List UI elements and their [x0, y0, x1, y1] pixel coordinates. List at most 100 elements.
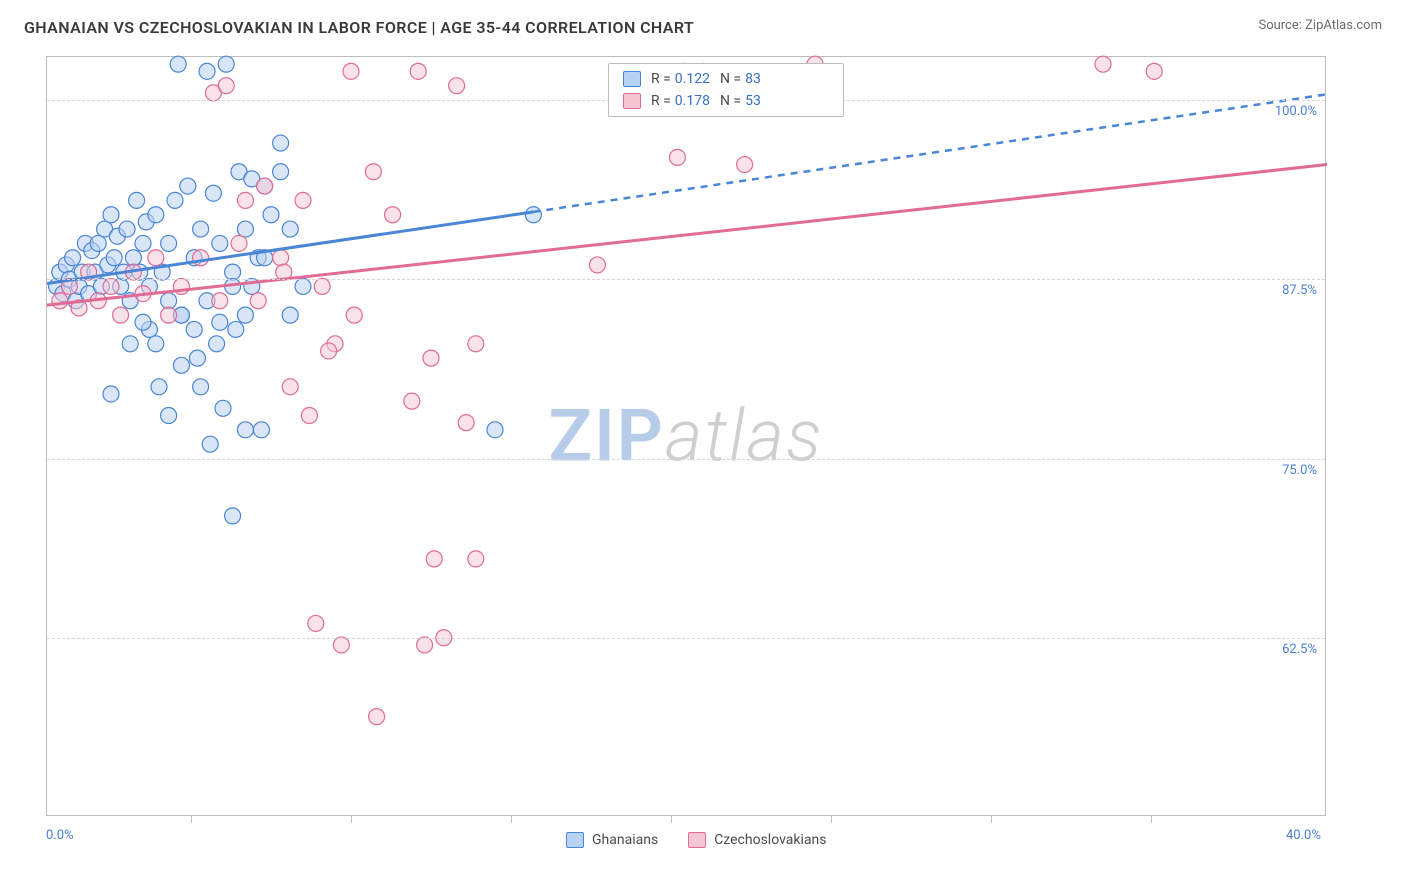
scatter-point	[737, 157, 753, 173]
scatter-point	[231, 235, 247, 251]
scatter-point	[282, 221, 298, 237]
y-tick-label: 100.0%	[1275, 104, 1317, 119]
scatter-point	[167, 192, 183, 208]
scatter-point	[343, 63, 359, 79]
scatter-point	[161, 293, 177, 309]
scatter-point	[237, 221, 253, 237]
scatter-point	[189, 350, 205, 366]
y-tick-label: 87.5%	[1282, 283, 1317, 298]
scatter-point	[173, 357, 189, 373]
scatter-point	[212, 293, 228, 309]
legend-series-item: Czechoslovakians	[688, 832, 826, 848]
y-tick-label: 75.0%	[1282, 463, 1317, 478]
legend-swatch	[623, 71, 641, 87]
scatter-point	[237, 307, 253, 323]
scatter-point	[282, 307, 298, 323]
scatter-point	[218, 56, 234, 72]
scatter-point	[365, 164, 381, 180]
scatter-point	[113, 307, 129, 323]
x-tick	[831, 815, 832, 823]
scatter-point	[257, 178, 273, 194]
x-tick-label: 40.0%	[1286, 828, 1321, 843]
scatter-point	[314, 278, 330, 294]
scatter-point	[228, 321, 244, 337]
scatter-point	[295, 278, 311, 294]
scatter-point	[333, 637, 349, 653]
legend-row: R =0.178N =53	[609, 90, 843, 112]
gridline	[47, 459, 1325, 460]
scatter-point	[103, 207, 119, 223]
scatter-point	[161, 235, 177, 251]
scatter-point	[148, 250, 164, 266]
scatter-point	[215, 400, 231, 416]
legend-series-label: Ghanaians	[592, 832, 658, 848]
scatter-point	[426, 551, 442, 567]
gridline	[47, 638, 1325, 639]
scatter-point	[423, 350, 439, 366]
scatter-point	[148, 207, 164, 223]
scatter-point	[161, 407, 177, 423]
scatter-point	[1095, 56, 1111, 72]
scatter-point	[410, 63, 426, 79]
legend-swatch	[566, 832, 584, 848]
x-tick-label: 0.0%	[46, 828, 74, 843]
scatter-point	[161, 307, 177, 323]
scatter-point	[250, 293, 266, 309]
scatter-point	[321, 343, 337, 359]
scatter-point	[487, 422, 503, 438]
scatter-point	[404, 393, 420, 409]
scatter-point	[225, 508, 241, 524]
scatter-point	[468, 551, 484, 567]
scatter-point	[417, 637, 433, 653]
gridline	[47, 279, 1325, 280]
scatter-point	[273, 250, 289, 266]
scatter-point	[106, 250, 122, 266]
scatter-point	[301, 407, 317, 423]
scatter-point	[589, 257, 605, 273]
scatter-point	[449, 78, 465, 94]
scatter-point	[193, 379, 209, 395]
scatter-point	[129, 192, 145, 208]
scatter-point	[103, 278, 119, 294]
x-tick	[351, 815, 352, 823]
scatter-point	[148, 336, 164, 352]
scatter-point	[225, 264, 241, 280]
x-tick	[511, 815, 512, 823]
scatter-point	[385, 207, 401, 223]
x-tick	[671, 815, 672, 823]
legend-stats: R =0.178N =53	[651, 93, 761, 109]
scatter-point	[122, 336, 138, 352]
scatter-point	[212, 235, 228, 251]
scatter-point	[135, 235, 151, 251]
scatter-point	[273, 164, 289, 180]
legend-correlation: R =0.122N =83 R =0.178N =53	[608, 63, 844, 117]
scatter-point	[369, 709, 385, 725]
x-tick	[991, 815, 992, 823]
scatter-point	[119, 221, 135, 237]
scatter-point	[346, 307, 362, 323]
scatter-point	[525, 207, 541, 223]
legend-row: R =0.122N =83	[609, 68, 843, 90]
scatter-point	[199, 63, 215, 79]
chart-svg	[47, 57, 1325, 815]
scatter-point	[186, 321, 202, 337]
scatter-point	[263, 207, 279, 223]
scatter-point	[468, 336, 484, 352]
scatter-point	[170, 56, 186, 72]
scatter-point	[180, 178, 196, 194]
legend-series-label: Czechoslovakians	[714, 832, 826, 848]
scatter-point	[295, 192, 311, 208]
scatter-point	[1146, 63, 1162, 79]
scatter-point	[669, 149, 685, 165]
y-tick-label: 62.5%	[1282, 642, 1317, 657]
scatter-point	[103, 386, 119, 402]
legend-swatch	[623, 93, 641, 109]
x-tick	[191, 815, 192, 823]
scatter-point	[52, 293, 68, 309]
scatter-point	[205, 185, 221, 201]
legend-swatch	[688, 832, 706, 848]
scatter-point	[237, 192, 253, 208]
scatter-point	[90, 235, 106, 251]
scatter-point	[202, 436, 218, 452]
scatter-point	[458, 415, 474, 431]
